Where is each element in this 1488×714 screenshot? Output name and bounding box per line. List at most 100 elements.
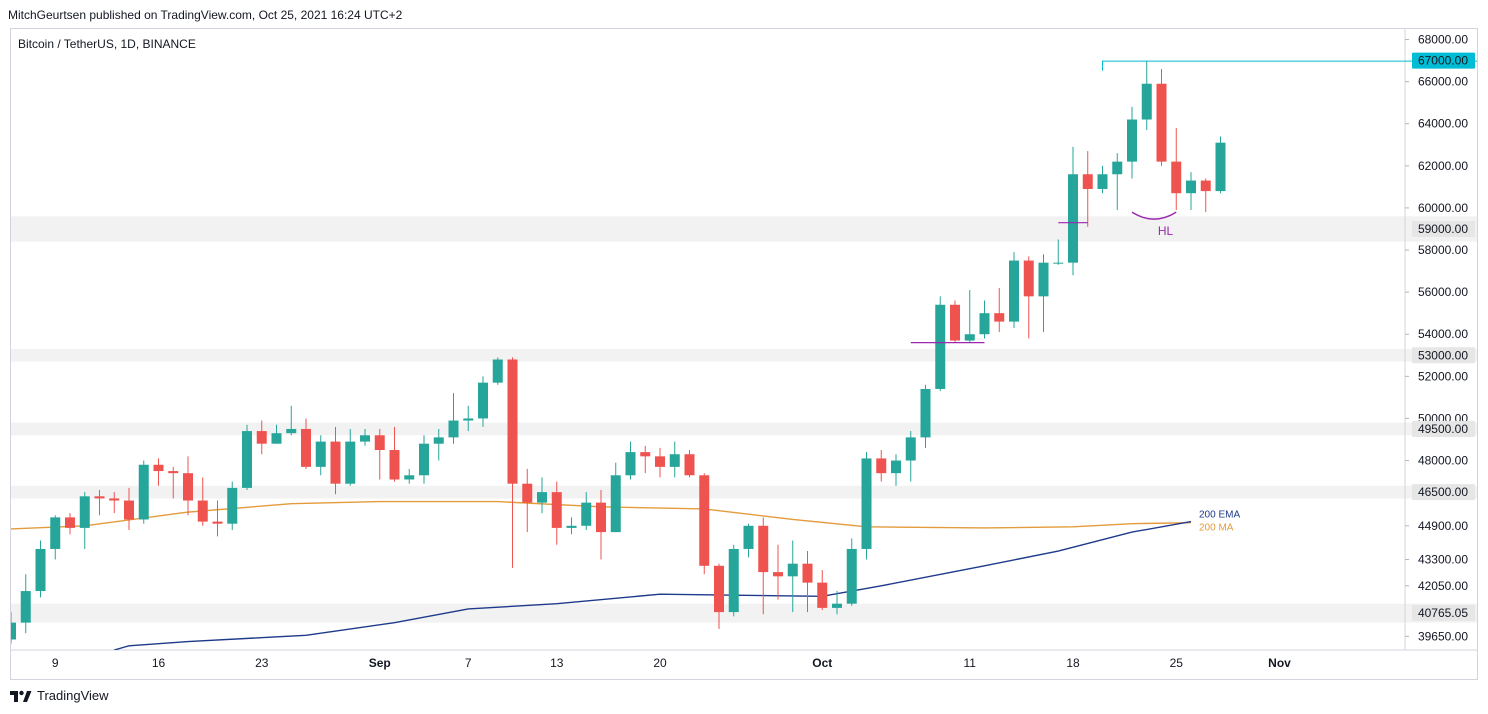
candle-body[interactable]	[817, 582, 828, 608]
candle-body[interactable]	[463, 418, 474, 421]
candle-body[interactable]	[964, 334, 975, 341]
ema200-label: 200 EMA	[1199, 510, 1240, 521]
candle-body[interactable]	[433, 437, 444, 444]
price-axis-label: 54000.00	[1418, 327, 1468, 341]
symbol-title: Bitcoin / TetherUS, 1D, BINANCE	[18, 37, 196, 51]
candle-body[interactable]	[1068, 174, 1078, 263]
candle-body[interactable]	[596, 502, 606, 533]
candle-body[interactable]	[507, 359, 518, 484]
candle-body[interactable]	[522, 483, 533, 503]
candle-body[interactable]	[153, 464, 164, 472]
candle-body[interactable]	[256, 431, 267, 444]
candle-body[interactable]	[124, 500, 134, 520]
candle-body[interactable]	[330, 441, 341, 484]
candle-body[interactable]	[1053, 262, 1064, 264]
candle-body[interactable]	[448, 420, 459, 438]
candle-body[interactable]	[1112, 161, 1123, 175]
candle-body[interactable]	[876, 458, 887, 474]
candle-body[interactable]	[1097, 174, 1108, 189]
candle-body[interactable]	[787, 563, 798, 577]
candle-body[interactable]	[669, 454, 680, 467]
price-highlight-label: 53000.00	[1418, 348, 1468, 362]
candle-body[interactable]	[212, 521, 223, 524]
candle-body[interactable]	[1038, 262, 1049, 297]
candle-body[interactable]	[301, 428, 311, 467]
time-axis-label: 20	[653, 656, 667, 670]
candle-body[interactable]	[286, 428, 297, 434]
candle-body[interactable]	[404, 475, 415, 480]
candle-body[interactable]	[6, 622, 16, 640]
time-axis-label: 13	[550, 656, 564, 670]
candle-body[interactable]	[1171, 161, 1182, 194]
candle-body[interactable]	[1009, 260, 1019, 322]
time-axis-label: Oct	[812, 656, 832, 670]
candle-body[interactable]	[551, 492, 562, 528]
candle-body[interactable]	[640, 452, 651, 457]
price-highlight-label: 67000.00	[1418, 54, 1468, 68]
candle-body[interactable]	[1023, 260, 1034, 297]
candle-body[interactable]	[802, 563, 813, 583]
candle-body[interactable]	[1127, 119, 1137, 162]
candle-body[interactable]	[79, 496, 90, 528]
candle-body[interactable]	[743, 525, 754, 549]
tradingview-brand[interactable]: TradingView	[10, 688, 109, 703]
candle-body[interactable]	[846, 548, 857, 604]
price-axis-label: 43300.00	[1418, 552, 1468, 566]
candle-body[interactable]	[242, 431, 252, 488]
candle-body[interactable]	[20, 591, 31, 623]
candle-body[interactable]	[1141, 83, 1152, 120]
candle-body[interactable]	[94, 496, 105, 499]
candle-body[interactable]	[905, 437, 916, 461]
candle-body[interactable]	[1156, 83, 1167, 162]
candle-body[interactable]	[345, 441, 356, 484]
candle-body[interactable]	[979, 313, 990, 335]
candle-body[interactable]	[138, 464, 149, 520]
candle-body[interactable]	[566, 525, 577, 528]
time-axis-label: 18	[1066, 656, 1080, 670]
candle-body[interactable]	[227, 487, 238, 524]
candle-body[interactable]	[773, 572, 783, 577]
candle-body[interactable]	[492, 359, 503, 383]
candle-body[interactable]	[935, 304, 946, 389]
candle-body[interactable]	[1186, 180, 1196, 194]
time-axis-label: 7	[465, 656, 472, 670]
candle-body[interactable]	[699, 475, 710, 566]
candle-body[interactable]	[832, 603, 842, 608]
candle-body[interactable]	[994, 313, 1005, 322]
time-axis-label: 16	[152, 656, 166, 670]
candle-body[interactable]	[1215, 142, 1226, 192]
publisher-line: MitchGeurtsen published on TradingView.c…	[8, 8, 403, 22]
candle-body[interactable]	[1200, 180, 1211, 192]
candle-body[interactable]	[197, 500, 208, 522]
candle-body[interactable]	[360, 435, 370, 442]
price-highlight-box	[1412, 52, 1475, 69]
candle-body[interactable]	[478, 382, 488, 419]
candle-body[interactable]	[861, 458, 872, 549]
candle-body[interactable]	[920, 388, 931, 438]
candle-body[interactable]	[109, 498, 120, 501]
candle-body[interactable]	[610, 475, 621, 533]
candle-body[interactable]	[950, 304, 960, 341]
candle-body[interactable]	[271, 433, 282, 444]
candle-body[interactable]	[374, 435, 385, 451]
time-axis-label: 25	[1170, 656, 1184, 670]
candle-body[interactable]	[625, 452, 636, 476]
candle-body[interactable]	[758, 525, 769, 573]
candle-body[interactable]	[50, 517, 61, 549]
candle-body[interactable]	[655, 456, 665, 467]
candle-body[interactable]	[1082, 174, 1093, 189]
candle-body[interactable]	[537, 492, 547, 503]
candle-body[interactable]	[419, 443, 429, 476]
candle-body[interactable]	[315, 441, 326, 467]
candle-body[interactable]	[581, 502, 592, 526]
candle-body[interactable]	[183, 473, 193, 501]
candle-body[interactable]	[389, 450, 400, 480]
candle-body[interactable]	[65, 517, 75, 528]
candle-body[interactable]	[35, 548, 46, 592]
candle-body[interactable]	[728, 548, 739, 613]
candle-body[interactable]	[684, 454, 695, 476]
candle-body[interactable]	[891, 460, 901, 474]
candle-body[interactable]	[714, 565, 724, 613]
time-axis-label: Nov	[1268, 656, 1291, 670]
candle-body[interactable]	[168, 471, 179, 474]
